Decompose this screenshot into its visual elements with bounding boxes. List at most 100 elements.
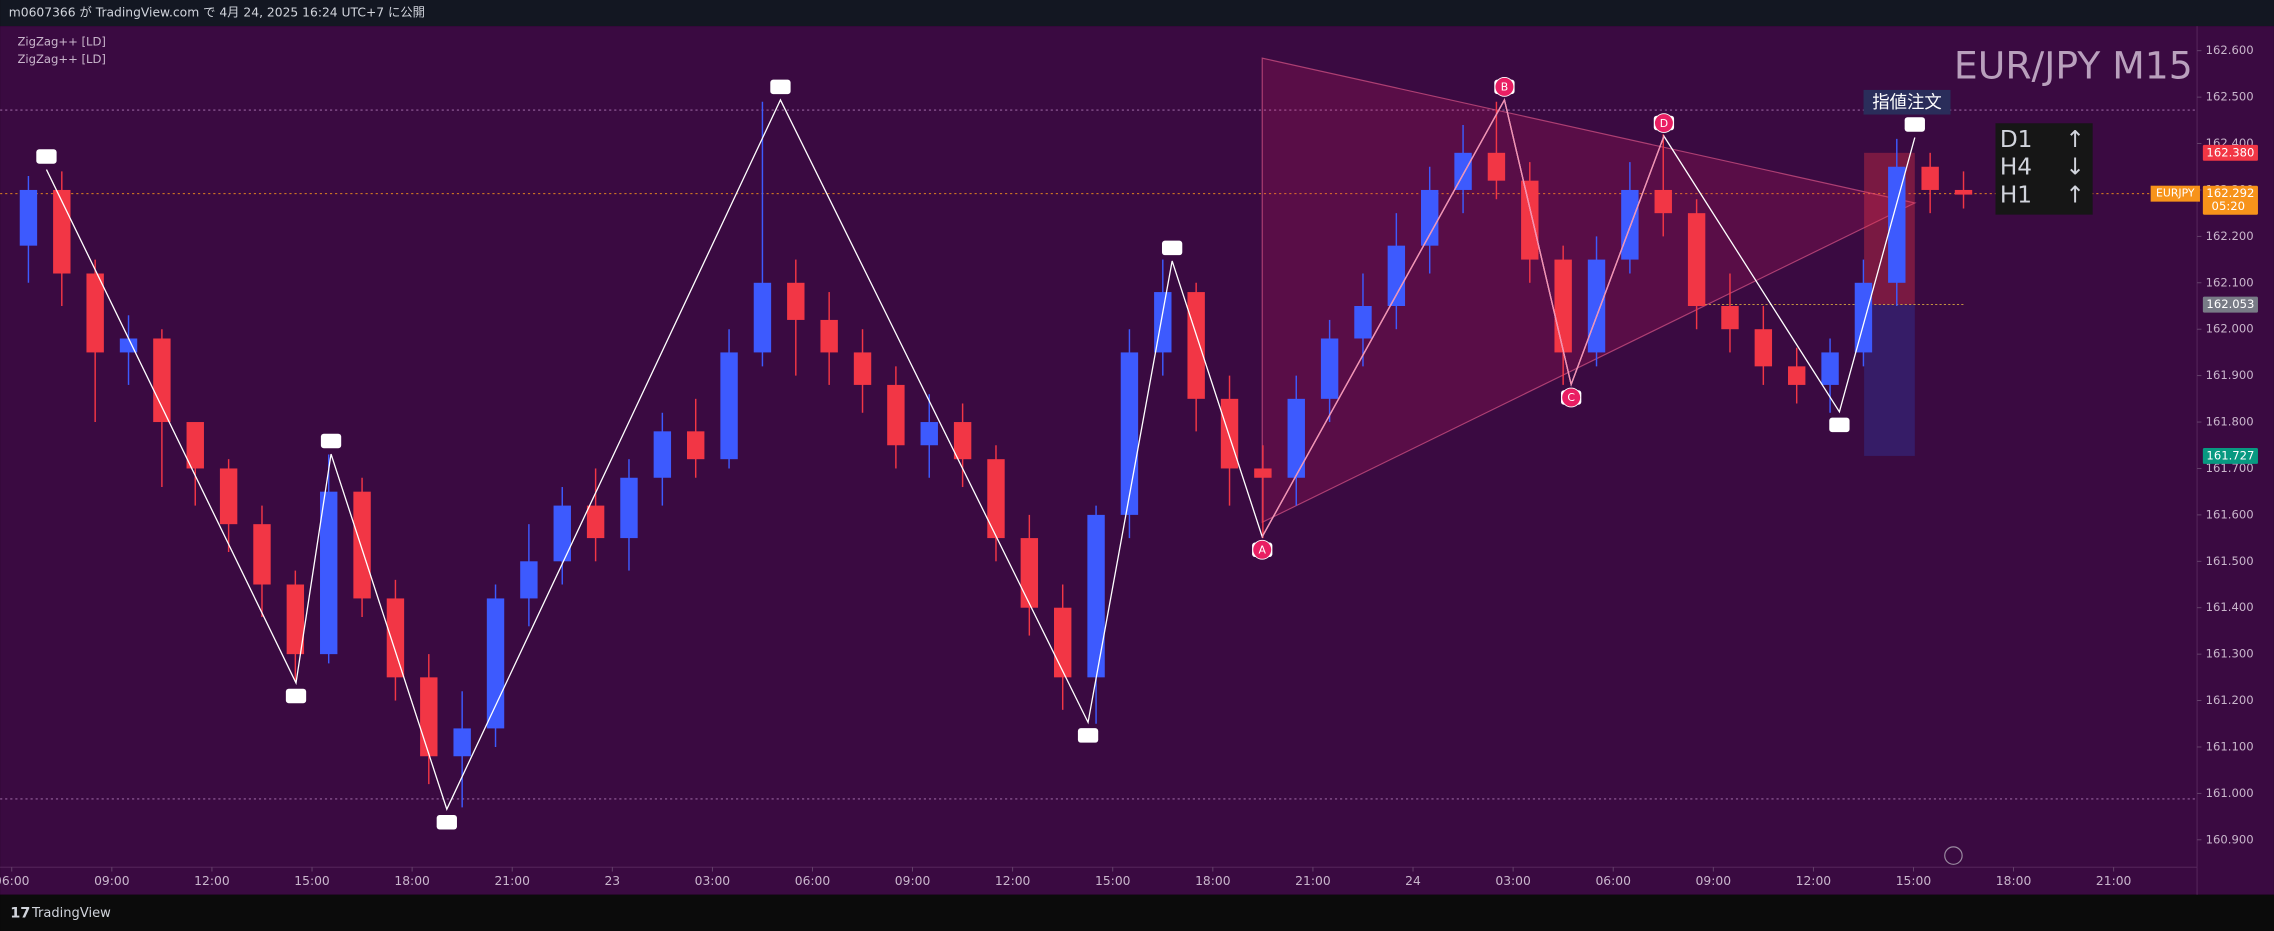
- candle-body: [1754, 329, 1773, 367]
- candle-body: [86, 273, 104, 353]
- pattern-line: [1261, 98, 1665, 538]
- y-tick-label: 160.900: [2206, 832, 2254, 846]
- pattern-point: [1252, 539, 1273, 560]
- trend-timeframe: H4: [2000, 154, 2032, 181]
- pattern-point: [1654, 113, 1674, 133]
- candle-body: [953, 422, 972, 460]
- candle-body: [720, 352, 738, 460]
- candle-body: [1687, 213, 1706, 307]
- symbol-box: [2150, 185, 2200, 202]
- candle-body: [520, 561, 538, 599]
- candle-body: [1888, 166, 1906, 283]
- y-tick-label: 161.400: [2206, 600, 2254, 614]
- candle-body: [1020, 538, 1039, 608]
- header-text: m0607366 が TradingView.com で 4月 24, 2025…: [9, 5, 425, 20]
- candle-body: [820, 319, 838, 353]
- candle-body: [1487, 152, 1506, 181]
- candle-body: [1921, 166, 1939, 190]
- candle-body: [653, 431, 672, 478]
- pattern-label: D: [1660, 117, 1668, 130]
- candle-body: [1287, 398, 1305, 478]
- y-tick-label: 161.900: [2206, 368, 2254, 382]
- x-tick-label: 21:00: [1295, 874, 1331, 888]
- zigzag-marker: [36, 149, 57, 164]
- x-tick-label: 12:00: [194, 874, 230, 888]
- candle-body: [1354, 306, 1372, 339]
- trend-arrow: ↑: [2066, 181, 2085, 208]
- candle-body: [620, 477, 638, 539]
- candle-body: [553, 505, 571, 562]
- x-tick-label: 06:00: [1595, 874, 1631, 888]
- x-tick-label: 09:00: [895, 874, 931, 888]
- footer-bar: [0, 894, 2274, 931]
- y-tick-label: 162.100: [2206, 275, 2254, 289]
- replay-icon[interactable]: [1944, 846, 1963, 865]
- indicator-label: ZigZag++ [LD]: [17, 35, 105, 49]
- y-tick-label: 161.100: [2206, 739, 2254, 753]
- x-tick-label: 15:00: [1896, 874, 1932, 888]
- candle-body: [286, 584, 305, 655]
- candle-body: [1854, 282, 1873, 353]
- candle-body: [353, 491, 371, 599]
- candle-body: [920, 422, 938, 446]
- zigzag-marker: [436, 814, 457, 830]
- x-tick-label: 15:00: [1095, 874, 1131, 888]
- candle-body: [253, 524, 271, 585]
- candle-body: [486, 598, 505, 729]
- y-tick-label: 162.600: [2206, 43, 2254, 57]
- candle-body: [453, 728, 471, 757]
- y-tick-label: 161.000: [2206, 786, 2254, 800]
- pattern-label: B: [1501, 81, 1508, 94]
- candle-body: [386, 598, 405, 678]
- x-tick-label: 18:00: [1996, 874, 2032, 888]
- candle-body: [19, 189, 38, 246]
- candle-body: [853, 352, 872, 385]
- zigzag-marker: [1077, 728, 1099, 743]
- x-tick-label: 03:00: [695, 874, 731, 888]
- candle-body: [119, 338, 138, 353]
- y-tick-label: 161.500: [2206, 554, 2254, 568]
- order-label-box: [1863, 89, 1951, 115]
- x-tick-label: 24: [1405, 874, 1421, 888]
- x-tick-label: 15:00: [294, 874, 330, 888]
- price-label: 162.292: [2206, 186, 2254, 200]
- candle-body: [1421, 189, 1439, 246]
- candle-body: [1521, 180, 1539, 260]
- x-tick-label: 23: [604, 874, 620, 888]
- price-label-box: [2202, 185, 2258, 215]
- brand-name: TradingView: [31, 906, 111, 921]
- zigzag-marker: [1829, 417, 1850, 433]
- candle-body: [1954, 189, 1973, 195]
- x-tick-label: 09:00: [1696, 874, 1732, 888]
- zigzag-marker: [770, 79, 791, 95]
- candle-body: [1120, 352, 1139, 515]
- x-tick-label: 18:00: [394, 874, 430, 888]
- order-label: 指値注文: [1872, 93, 1942, 113]
- candle-body: [753, 282, 772, 353]
- candle-body: [1054, 607, 1072, 678]
- x-tick-label: 06:00: [795, 874, 831, 888]
- candle-body: [1554, 259, 1572, 353]
- y-tick-label: 162.000: [2206, 322, 2254, 336]
- price-label: 161.727: [2206, 448, 2254, 462]
- candle-body: [1721, 306, 1739, 330]
- y-tick-label: 161.700: [2206, 461, 2254, 475]
- y-tick-label: 162.200: [2206, 229, 2254, 243]
- candle-body: [987, 459, 1005, 539]
- trend-timeframe: H1: [2000, 181, 2032, 208]
- x-tick-label: 12:00: [995, 874, 1031, 888]
- trend-arrow: ↓: [2066, 154, 2085, 181]
- candle-body: [1187, 292, 1205, 399]
- trend-timeframe: D1: [2000, 126, 2033, 153]
- candle-body: [1220, 398, 1239, 469]
- watermark: EUR/JPY M15: [1954, 44, 2193, 88]
- candle-body: [787, 282, 805, 320]
- zigzag-marker: [1904, 117, 1925, 132]
- trend-table: [1995, 123, 2093, 215]
- indicator-label: ZigZag++ [LD]: [17, 52, 105, 66]
- price-label-box: [2202, 447, 2258, 464]
- candle-body: [1254, 468, 1272, 478]
- x-tick-label: 03:00: [1495, 874, 1531, 888]
- price-label: 162.380: [2206, 145, 2254, 159]
